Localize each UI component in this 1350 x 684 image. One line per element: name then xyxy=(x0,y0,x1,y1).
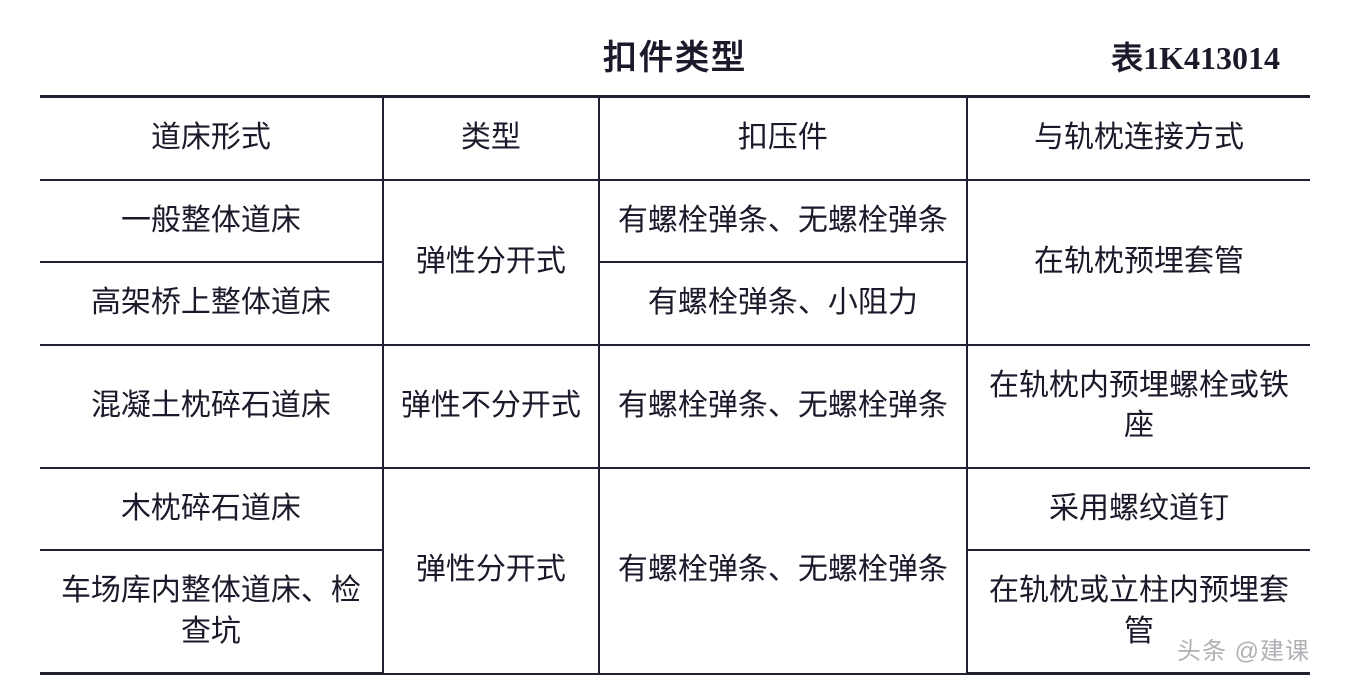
table-row: 木枕碎石道床 弹性分开式 有螺栓弹条、无螺栓弹条 采用螺纹道钉 xyxy=(40,468,1310,551)
col-header-trackbed-form: 道床形式 xyxy=(40,97,383,180)
table-header-row: 道床形式 类型 扣压件 与轨枕连接方式 xyxy=(40,97,1310,180)
table-title: 扣件类型 xyxy=(603,30,747,79)
cell-type: 弹性分开式 xyxy=(383,180,599,345)
cell-type: 弹性分开式 xyxy=(383,468,599,674)
cell-trackbed-form: 一般整体道床 xyxy=(40,180,383,263)
cell-trackbed-form: 混凝土枕碎石道床 xyxy=(40,345,383,468)
title-row: 扣件类型 表1K413014 xyxy=(40,30,1310,79)
table-number-label: 表1K413014 xyxy=(1111,33,1280,79)
table-row: 混凝土枕碎石道床 弹性不分开式 有螺栓弹条、无螺栓弹条 在轨枕内预埋螺栓或铁座 xyxy=(40,345,1310,468)
col-header-type: 类型 xyxy=(383,97,599,180)
cell-fastener: 有螺栓弹条、无螺栓弹条 xyxy=(599,345,967,468)
col-header-connection: 与轨枕连接方式 xyxy=(967,97,1310,180)
table-row: 一般整体道床 弹性分开式 有螺栓弹条、无螺栓弹条 在轨枕预埋套管 xyxy=(40,180,1310,263)
cell-fastener: 有螺栓弹条、无螺栓弹条 xyxy=(599,180,967,263)
cell-connection: 在轨枕预埋套管 xyxy=(967,180,1310,345)
fastener-type-table: 道床形式 类型 扣压件 与轨枕连接方式 一般整体道床 弹性分开式 有螺栓弹条、无… xyxy=(40,95,1310,675)
cell-fastener: 有螺栓弹条、无螺栓弹条 xyxy=(599,468,967,674)
cell-connection: 采用螺纹道钉 xyxy=(967,468,1310,551)
watermark-text: 头条 @建课 xyxy=(1177,631,1310,666)
cell-trackbed-form: 木枕碎石道床 xyxy=(40,468,383,551)
cell-trackbed-form: 高架桥上整体道床 xyxy=(40,262,383,345)
cell-type: 弹性不分开式 xyxy=(383,345,599,468)
cell-trackbed-form: 车场库内整体道床、检查坑 xyxy=(40,550,383,674)
cell-fastener: 有螺栓弹条、小阻力 xyxy=(599,262,967,345)
col-header-fastener: 扣压件 xyxy=(599,97,967,180)
cell-connection: 在轨枕内预埋螺栓或铁座 xyxy=(967,345,1310,468)
